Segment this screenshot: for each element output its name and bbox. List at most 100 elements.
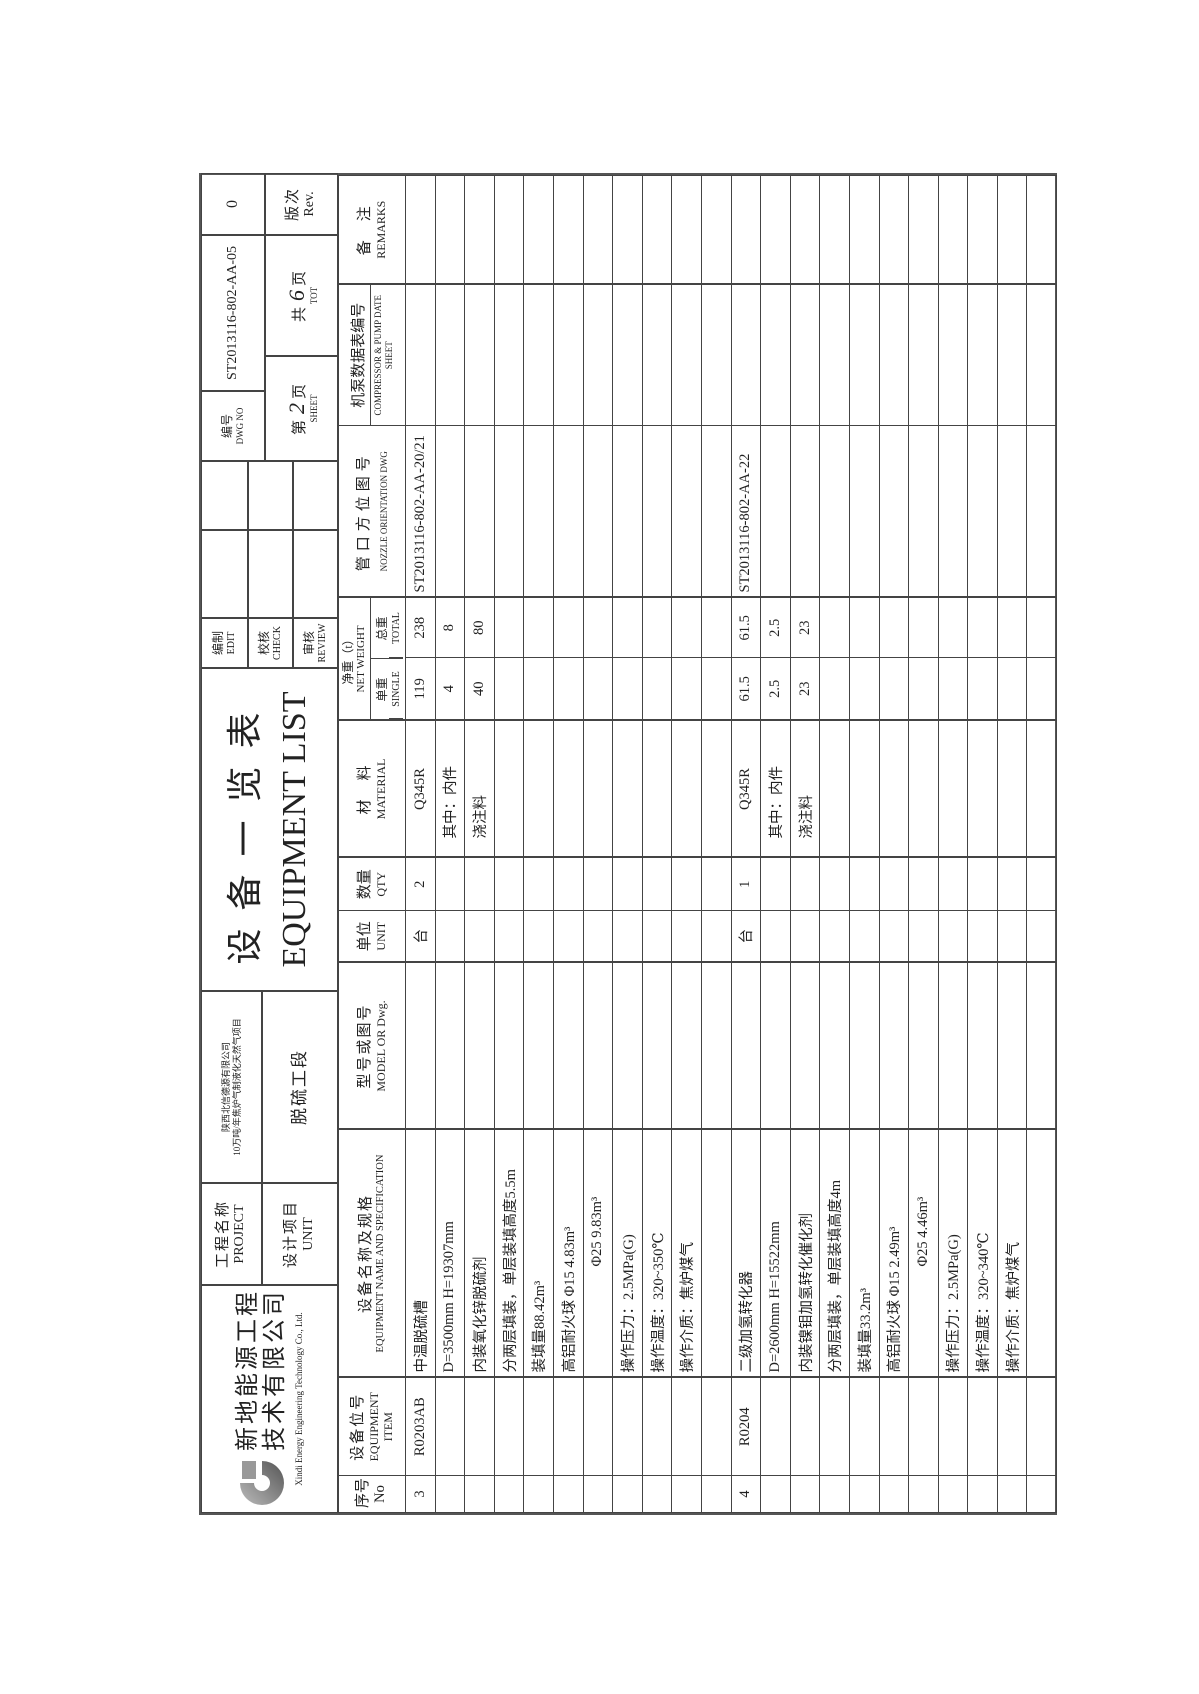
col-single-cn: 单重 [375, 677, 390, 702]
cell-model [671, 962, 702, 1130]
cell-no [583, 1475, 613, 1513]
signoff-cell [293, 530, 338, 618]
cell-remarks [731, 175, 761, 285]
cell-unit [879, 910, 909, 963]
cell-total-weight: 80 [464, 597, 495, 658]
cell-item [879, 1377, 909, 1476]
table-row: Φ25 4.46m³ [908, 175, 939, 1513]
signoff-cell [201, 530, 248, 618]
col-weight-en: NET WEIGHT [354, 625, 367, 693]
cell-model [819, 962, 850, 1130]
cell-model [523, 962, 554, 1130]
cell-remarks [849, 175, 879, 285]
cell-remarks [642, 175, 672, 285]
cell-nozzle-dwg [523, 425, 554, 598]
cell-compressor-sheet [760, 284, 791, 426]
cell-model [879, 962, 909, 1130]
cell-spec: D=2600mm H=15522mm [760, 1129, 791, 1378]
cell-no [642, 1475, 672, 1513]
table-row: D=3500mm H=19307mm 其中：内件 4 8 [435, 175, 465, 1513]
cell-unit [642, 910, 672, 963]
cell-spec: 内装镍钼加氢转化催化剂 [790, 1129, 820, 1378]
total-en: TOT [309, 286, 320, 305]
signoff-cell [248, 461, 293, 530]
cell-nozzle-dwg [553, 425, 584, 598]
cell-qty [1026, 857, 1057, 911]
cell-single-weight [967, 657, 998, 721]
col-material-cn: 材 料 [356, 763, 373, 815]
cell-qty [464, 857, 495, 911]
cell-single-weight [642, 657, 672, 721]
table-row: 装填量33.2m³ [849, 175, 879, 1513]
cell-item [760, 1377, 791, 1476]
col-nozzle-cn: 管口方位图号 [355, 451, 372, 572]
project-label: 工程名称 PROJECT [201, 1183, 262, 1285]
cell-single-weight [908, 657, 939, 721]
cell-qty [760, 857, 791, 911]
cell-item [553, 1377, 584, 1476]
sheet-no: 2 [283, 403, 309, 414]
cell-no [967, 1475, 998, 1513]
cell-unit [819, 910, 850, 963]
table-row: 操作压力：2.5MPa(G) [938, 175, 968, 1513]
col-no-en: No [372, 1485, 389, 1503]
cell-unit [908, 910, 939, 963]
cell-nozzle-dwg [671, 425, 702, 598]
cell-single-weight [938, 657, 968, 721]
cell-nozzle-dwg [435, 425, 465, 598]
cell-compressor-sheet [435, 284, 465, 426]
col-unit-en: UNIT [373, 921, 388, 951]
cell-single-weight: 4 [435, 657, 465, 721]
company-name-line2: 技术有限公司 [262, 1289, 289, 1451]
cell-nozzle-dwg [849, 425, 879, 598]
cell-single-weight [849, 657, 879, 721]
cell-unit [494, 910, 524, 963]
cell-remarks [494, 175, 524, 285]
cell-compressor-sheet [612, 284, 643, 426]
cell-unit [612, 910, 643, 963]
cell-material [997, 720, 1027, 858]
cell-spec [701, 1129, 732, 1378]
cell-compressor-sheet [553, 284, 584, 426]
table-row: 操作温度：320~350℃ [642, 175, 672, 1513]
cell-remarks [671, 175, 702, 285]
cell-unit [997, 910, 1027, 963]
table-row: 操作压力：2.5MPa(G) [612, 175, 643, 1513]
cell-qty [908, 857, 939, 911]
cell-material [1026, 720, 1057, 858]
cell-no [701, 1475, 732, 1513]
cell-unit [583, 910, 613, 963]
cell-model [494, 962, 524, 1130]
cell-unit [435, 910, 465, 963]
cell-remarks [1026, 175, 1057, 285]
cell-no [612, 1475, 643, 1513]
cell-compressor-sheet [464, 284, 495, 426]
cell-total-weight [494, 597, 524, 658]
col-material-en: MATERIAL [373, 758, 388, 820]
cell-material: 其中：内件 [760, 720, 791, 858]
dwg-label-cn: 编号 [219, 414, 234, 439]
cell-qty: 2 [405, 857, 436, 911]
cell-model [997, 962, 1027, 1130]
cell-model [849, 962, 879, 1130]
dwg-no-value: ST2013116-802-AA-05 [201, 235, 265, 391]
dwg-no-label: 编号 DWG NO [201, 391, 265, 461]
cell-item [523, 1377, 554, 1476]
cell-total-weight [583, 597, 613, 658]
edit-en: EDIT [225, 631, 237, 655]
cell-item [908, 1377, 939, 1476]
cell-no [523, 1475, 554, 1513]
cell-spec: 高铝耐火球 Φ15 4.83m³ [553, 1129, 584, 1378]
cell-no: 4 [731, 1475, 761, 1513]
cell-remarks [464, 175, 495, 285]
cell-total-weight [523, 597, 554, 658]
cell-unit [790, 910, 820, 963]
cell-model [967, 962, 998, 1130]
cell-material [938, 720, 968, 858]
cell-no [997, 1475, 1027, 1513]
cell-total-weight [701, 597, 732, 658]
cell-single-weight [997, 657, 1027, 721]
cell-remarks [553, 175, 584, 285]
total-no: 6 [283, 290, 309, 301]
cell-unit [967, 910, 998, 963]
